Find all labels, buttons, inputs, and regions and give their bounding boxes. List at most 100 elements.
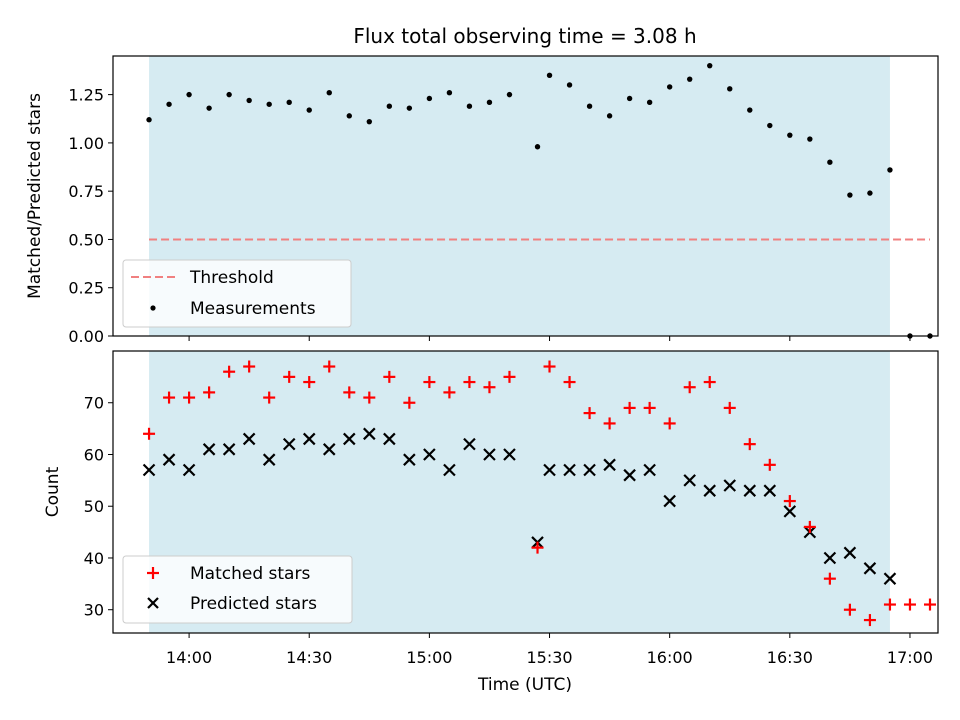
predicted-star-point	[603, 458, 616, 472]
predicted-star-point	[563, 463, 576, 477]
bottom-y-ticks: 30 40 50 60 70	[84, 394, 113, 620]
measurement-point	[426, 95, 433, 102]
measurement-point	[186, 91, 192, 98]
matched-star-point	[803, 520, 816, 533]
predicted-star-point	[202, 443, 216, 456]
y-tick-label: 1.00	[68, 134, 104, 153]
top-x-ticks	[188, 336, 911, 341]
measurement-point	[226, 91, 232, 98]
top-legend-frame	[122, 259, 352, 328]
y-tick-label: 40	[84, 549, 104, 568]
matched-star-points	[143, 360, 936, 627]
matched-star-point	[623, 401, 636, 414]
predicted-star-point	[683, 474, 696, 487]
predicted-star-points	[142, 427, 897, 585]
measurement-point	[366, 118, 373, 125]
predicted-star-point	[543, 463, 556, 477]
matched-star-point	[363, 391, 376, 404]
predicted-star-point	[503, 448, 516, 461]
matched-star-point	[743, 438, 756, 451]
measurement-point	[847, 192, 853, 198]
matched-star-point	[863, 614, 876, 627]
matched-star-point	[143, 427, 156, 440]
measurement-point	[346, 113, 352, 119]
measurement-point	[534, 144, 541, 150]
measurement-point	[747, 107, 753, 113]
y-tick-label: 0.75	[68, 182, 104, 201]
predicted-star-point	[883, 572, 897, 585]
predicted-star-point	[142, 463, 156, 477]
measurement-point	[686, 76, 693, 82]
measurement-point	[787, 132, 793, 138]
predicted-star-point	[703, 484, 717, 497]
matched-star-point	[203, 386, 216, 399]
matched-star-point	[323, 360, 336, 373]
matched-star-point	[603, 417, 616, 430]
top-axes-frame	[112, 55, 939, 337]
matched-star-point	[443, 386, 456, 399]
matched-star-point	[283, 370, 296, 383]
predicted-star-point	[823, 551, 837, 565]
matched-star-point	[463, 376, 476, 389]
y-tick-label: 30	[84, 601, 104, 620]
measurement-point	[586, 103, 593, 109]
measurements-legend-label: Measurements	[190, 299, 316, 319]
y-tick-label: 0.50	[68, 230, 104, 249]
predicted-star-point	[643, 463, 656, 477]
x-tick-label: 16:00	[647, 648, 693, 667]
y-tick-label: 60	[84, 445, 104, 464]
matched-star-point	[763, 458, 776, 471]
matched-legend-swatch	[147, 567, 159, 579]
predicted-star-point	[863, 562, 877, 575]
top-y-axis-label: Matched/Predicted stars	[25, 93, 45, 299]
predicted-star-point	[463, 437, 476, 451]
measurement-point	[306, 107, 312, 113]
matched-star-point	[263, 391, 276, 404]
top-legend: Threshold Measurements	[122, 259, 352, 328]
measurement-point	[386, 103, 393, 109]
measurement-point	[446, 89, 453, 96]
matched-star-point	[303, 376, 316, 389]
y-tick-label: 50	[84, 497, 104, 516]
predicted-star-point	[663, 494, 676, 508]
x-tick-label: 17:00	[887, 648, 933, 667]
matched-star-point	[683, 381, 696, 394]
predicted-star-point	[282, 437, 296, 451]
predicted-star-point	[242, 432, 256, 446]
predicted-star-point	[262, 453, 276, 466]
matched-star-point	[923, 598, 936, 611]
measurement-point	[887, 167, 893, 173]
top-panel: 0.00 0.25 0.50 0.75 1.00 1.25 Matched/Predict…	[25, 55, 939, 346]
measurement-point	[727, 86, 733, 92]
measurement-point	[266, 101, 272, 107]
measurement-point	[286, 99, 292, 106]
predicted-star-point	[423, 448, 436, 461]
x-tick-label: 14:30	[286, 648, 332, 667]
bottom-legend-frame	[122, 555, 353, 624]
matched-star-point	[543, 360, 556, 373]
measurement-point	[807, 136, 813, 142]
bottom-x-ticks: 14:00 14:30 15:00 15:30 16:00 16:30 17:00	[166, 633, 933, 667]
y-tick-label: 0.00	[68, 327, 104, 346]
matched-star-point	[403, 396, 416, 409]
predicted-legend-label: Predicted stars	[190, 594, 317, 614]
x-tick-label: 14:00	[166, 648, 212, 667]
measurement-point	[867, 190, 873, 196]
predicted-star-point	[383, 432, 396, 446]
matched-star-point	[663, 417, 676, 430]
bottom-axes-frame	[112, 350, 939, 634]
predicted-star-point	[843, 546, 857, 560]
predicted-star-point	[363, 427, 376, 441]
matched-star-point	[483, 381, 496, 394]
predicted-star-point	[763, 484, 777, 497]
measurement-point	[506, 91, 513, 98]
matched-star-point	[223, 365, 236, 378]
measurement-point	[767, 122, 773, 129]
predicted-star-point	[162, 453, 176, 466]
y-tick-label: 0.25	[68, 279, 104, 298]
measurement-point	[626, 95, 633, 102]
measurement-point	[546, 72, 553, 79]
x-tick-label: 16:30	[767, 648, 813, 667]
x-tick-label: 15:00	[406, 648, 452, 667]
